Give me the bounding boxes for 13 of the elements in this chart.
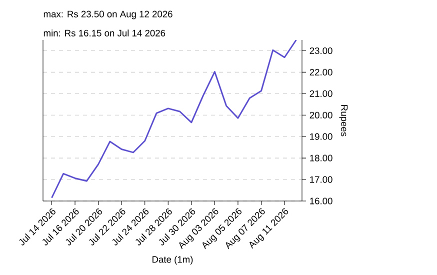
y-tick-label: 20.00: [310, 112, 332, 118]
y-tick-label: 18.00: [310, 154, 332, 162]
line-series: [51, 40, 297, 199]
y-tick-label: 21.00: [310, 90, 332, 97]
text: min: Rs 16.15 on Jul 14 2026: [44, 30, 166, 36]
y-tick-label: 17.00: [310, 176, 332, 183]
y-tick-label: 16.00: [310, 198, 332, 204]
y-tick-label: 22.00: [310, 68, 332, 76]
x-axis-title: Date (1m): [152, 256, 193, 265]
text: max: Rs 23.50 on Aug 12 2026: [44, 10, 172, 20]
y-tick-label: 19.00: [310, 133, 332, 140]
y-tick-label: 23.00: [310, 47, 332, 54]
y-axis-title: Rupees: [339, 105, 348, 136]
